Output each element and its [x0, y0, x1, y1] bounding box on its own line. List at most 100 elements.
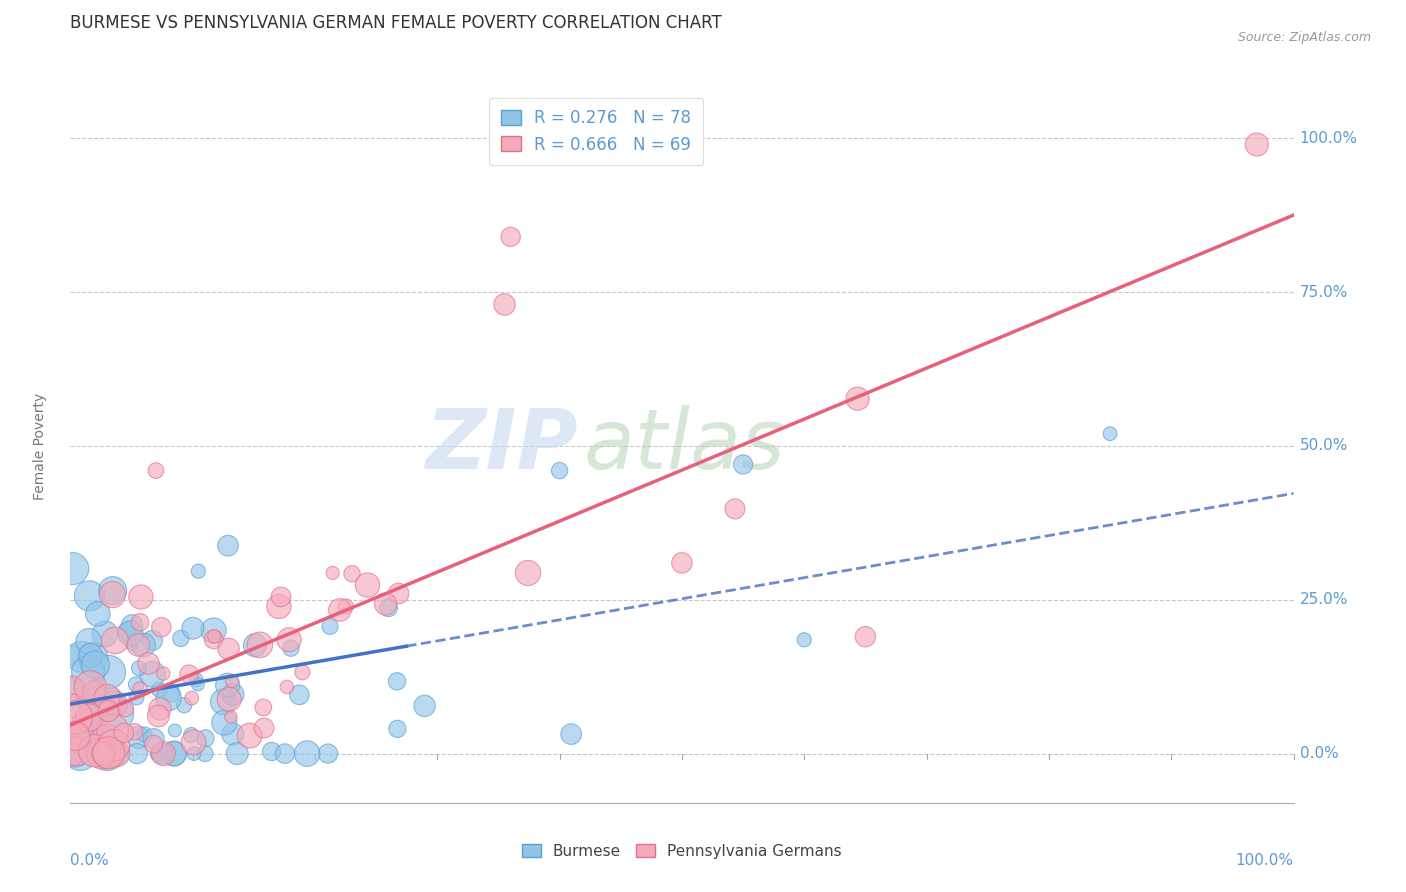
Point: [194, 747, 217, 761]
Point: [855, 630, 877, 644]
Point: [252, 700, 274, 714]
Point: [517, 566, 540, 580]
Point: [127, 747, 149, 761]
Point: [1099, 426, 1122, 441]
Point: [101, 583, 124, 598]
Point: [288, 688, 311, 702]
Point: [560, 727, 582, 741]
Point: [129, 682, 152, 697]
Point: [145, 464, 167, 478]
Point: [91, 747, 114, 761]
Text: 100.0%: 100.0%: [1236, 853, 1294, 868]
Point: [253, 721, 276, 735]
Point: [83, 744, 105, 758]
Point: [202, 632, 225, 647]
Legend: Burmese, Pennsylvania Germans: Burmese, Pennsylvania Germans: [515, 836, 849, 866]
Point: [846, 392, 869, 406]
Point: [83, 685, 105, 699]
Point: [152, 666, 174, 681]
Point: [218, 692, 240, 706]
Point: [671, 556, 693, 570]
Point: [134, 727, 156, 741]
Point: [387, 722, 409, 736]
Point: [142, 737, 165, 751]
Point: [1246, 137, 1268, 152]
Text: BURMESE VS PENNSYLVANIA GERMAN FEMALE POVERTY CORRELATION CHART: BURMESE VS PENNSYLVANIA GERMAN FEMALE PO…: [70, 14, 723, 32]
Point: [94, 627, 117, 641]
Point: [105, 706, 128, 721]
Point: [60, 681, 83, 696]
Point: [60, 648, 83, 663]
Point: [83, 728, 105, 742]
Text: 0.0%: 0.0%: [1299, 746, 1339, 761]
Point: [65, 710, 87, 724]
Point: [83, 708, 105, 723]
Point: [96, 747, 118, 761]
Point: [163, 723, 186, 738]
Point: [70, 649, 93, 664]
Point: [202, 630, 225, 644]
Point: [60, 747, 83, 761]
Point: [127, 731, 149, 745]
Point: [114, 701, 136, 715]
Point: [132, 638, 155, 652]
Point: [97, 704, 120, 718]
Point: [183, 735, 205, 749]
Text: ZIP: ZIP: [425, 406, 578, 486]
Point: [77, 634, 100, 648]
Point: [274, 747, 297, 761]
Text: Source: ZipAtlas.com: Source: ZipAtlas.com: [1237, 31, 1371, 45]
Point: [202, 624, 225, 638]
Point: [548, 464, 571, 478]
Point: [120, 626, 142, 640]
Point: [316, 747, 339, 761]
Point: [319, 619, 342, 633]
Point: [219, 710, 242, 724]
Point: [79, 692, 101, 706]
Point: [77, 665, 100, 679]
Point: [148, 709, 170, 723]
Point: [226, 747, 249, 761]
Point: [82, 650, 104, 665]
Point: [141, 667, 163, 681]
Point: [84, 657, 107, 672]
Point: [115, 624, 138, 639]
Point: [96, 747, 118, 761]
Point: [221, 674, 243, 689]
Point: [101, 723, 124, 737]
Point: [65, 747, 87, 761]
Point: [239, 729, 262, 743]
Point: [276, 680, 298, 694]
Point: [214, 715, 236, 730]
Point: [129, 590, 152, 604]
Point: [170, 632, 193, 646]
Point: [97, 665, 120, 680]
Point: [107, 747, 129, 761]
Point: [79, 589, 101, 603]
Point: [163, 747, 186, 761]
Point: [121, 637, 143, 651]
Point: [222, 687, 245, 701]
Point: [63, 698, 86, 713]
Point: [96, 695, 118, 709]
Point: [217, 678, 239, 692]
Point: [724, 501, 747, 516]
Point: [377, 600, 399, 615]
Point: [329, 603, 352, 617]
Point: [150, 620, 173, 634]
Text: 50.0%: 50.0%: [1299, 439, 1348, 453]
Point: [157, 691, 180, 706]
Point: [295, 747, 318, 761]
Point: [212, 695, 235, 709]
Point: [187, 677, 209, 691]
Point: [62, 684, 84, 698]
Text: 0.0%: 0.0%: [70, 853, 110, 868]
Point: [291, 665, 314, 680]
Point: [103, 739, 125, 753]
Point: [127, 638, 149, 652]
Point: [335, 599, 357, 614]
Point: [138, 657, 160, 671]
Point: [86, 743, 108, 757]
Point: [149, 702, 172, 716]
Point: [194, 731, 217, 746]
